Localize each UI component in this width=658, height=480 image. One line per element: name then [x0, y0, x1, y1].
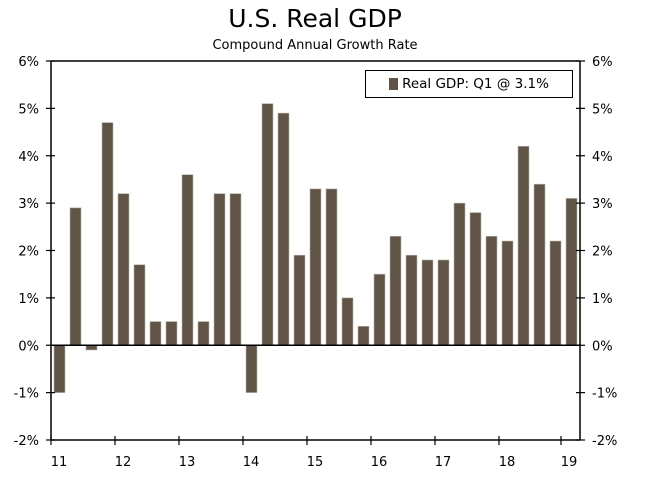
x-tick-label: 15	[307, 455, 324, 470]
bar	[229, 193, 242, 346]
x-tick-label: 14	[243, 455, 260, 470]
y-tick-label-right: 5%	[592, 102, 613, 117]
y-tick-label-right: -1%	[592, 387, 617, 402]
bar	[197, 321, 210, 346]
y-tick-label-right: 2%	[592, 245, 613, 260]
bar	[69, 207, 82, 346]
bar	[485, 235, 498, 346]
y-tick-label-right: -2%	[592, 434, 617, 449]
bar	[261, 103, 274, 346]
legend: Real GDP: Q1 @ 3.1%	[365, 70, 573, 98]
bar	[341, 297, 354, 346]
y-tick-label-left: 1%	[18, 292, 39, 307]
bar	[245, 344, 258, 393]
bar	[309, 188, 322, 346]
bar	[293, 254, 306, 346]
bar	[277, 112, 290, 346]
bar	[149, 321, 162, 346]
y-tick-label-left: -2%	[14, 434, 39, 449]
y-tick-label-left: 2%	[18, 245, 39, 260]
bar	[101, 122, 114, 346]
bar	[421, 259, 434, 346]
x-tick-label: 13	[179, 455, 196, 470]
y-tick-label-left: -1%	[14, 387, 39, 402]
x-tick-label: 19	[561, 455, 578, 470]
x-tick-label: 17	[435, 455, 452, 470]
bar	[165, 321, 178, 346]
y-tick-label-right: 4%	[592, 150, 613, 165]
bar	[405, 254, 418, 346]
bar	[53, 344, 66, 393]
chart-subtitle: Compound Annual Growth Rate	[212, 38, 418, 53]
y-tick-label-right: 1%	[592, 292, 613, 307]
bar	[389, 235, 402, 346]
bar	[517, 145, 530, 346]
y-tick-label-right: 6%	[592, 55, 613, 70]
bars-group	[53, 103, 578, 393]
x-tick-label: 12	[115, 455, 132, 470]
y-tick-label-left: 3%	[18, 197, 39, 212]
bar	[117, 193, 130, 346]
bar	[469, 212, 482, 346]
bar	[357, 325, 370, 346]
y-tick-label-left: 4%	[18, 150, 39, 165]
bar	[181, 174, 194, 346]
legend-swatch	[389, 78, 399, 90]
y-tick-label-right: 0%	[592, 339, 613, 354]
bar	[437, 259, 450, 346]
bar	[133, 264, 146, 346]
chart-title: U.S. Real GDP	[228, 4, 402, 33]
bar	[213, 193, 226, 346]
bar	[453, 202, 466, 346]
y-tick-label-left: 5%	[18, 102, 39, 117]
legend-label: Real GDP: Q1 @ 3.1%	[402, 76, 549, 92]
bar	[501, 240, 514, 346]
y-tick-label-left: 0%	[18, 339, 39, 354]
bar	[565, 198, 578, 346]
x-tick-label: 18	[499, 455, 516, 470]
bar	[325, 188, 338, 346]
x-tick-label: 11	[51, 455, 68, 470]
bar	[533, 183, 546, 346]
axes-group: -2% -2% -1% -1% 0% 0% 1% 1% 2% 2% 3% 3% 4% 4% 5% 5% 6% 6%…	[14, 55, 618, 470]
y-tick-label-left: 6%	[18, 55, 39, 70]
y-tick-label-right: 3%	[592, 197, 613, 212]
bar	[549, 240, 562, 346]
bar	[373, 273, 386, 346]
x-tick-label: 16	[371, 455, 388, 470]
